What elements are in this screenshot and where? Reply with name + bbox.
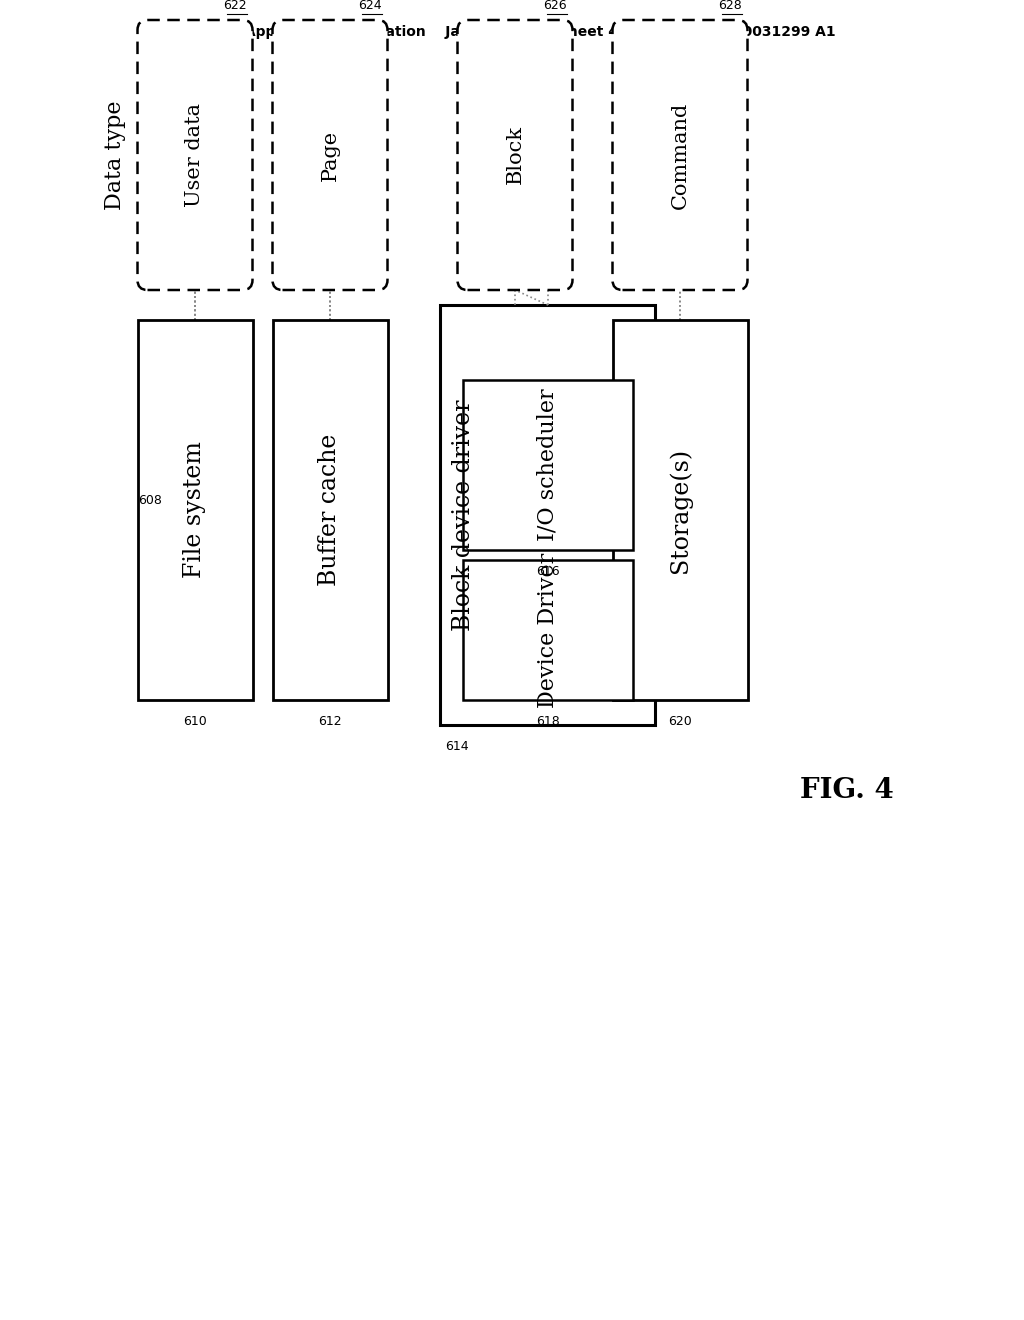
Text: 626: 626 — [543, 0, 566, 12]
Text: 620: 620 — [668, 715, 692, 729]
FancyBboxPatch shape — [272, 20, 387, 290]
Text: 618: 618 — [537, 715, 560, 729]
Text: User data: User data — [185, 103, 205, 207]
Text: Data type: Data type — [104, 100, 126, 210]
Text: 616: 616 — [537, 565, 560, 578]
Text: 608: 608 — [138, 494, 162, 507]
Text: Block: Block — [506, 125, 524, 185]
Text: 624: 624 — [357, 0, 382, 12]
Text: FIG. 4: FIG. 4 — [800, 776, 894, 804]
Bar — [612, 319, 748, 700]
FancyBboxPatch shape — [458, 20, 572, 290]
Bar — [137, 319, 253, 700]
Text: I/O scheduler: I/O scheduler — [537, 388, 559, 541]
Text: 622: 622 — [223, 0, 247, 12]
Text: Command: Command — [671, 102, 689, 209]
FancyBboxPatch shape — [137, 20, 253, 290]
Text: 610: 610 — [183, 715, 207, 729]
Bar — [463, 380, 633, 550]
Bar — [272, 319, 387, 700]
Text: Storage(s): Storage(s) — [669, 447, 692, 573]
Text: Buffer cache: Buffer cache — [318, 434, 341, 586]
Text: Device Driver: Device Driver — [537, 552, 559, 708]
Text: File system: File system — [183, 442, 207, 578]
Bar — [463, 560, 633, 700]
Text: Patent Application Publication    Jan. 31, 2013  Sheet 4 of 4    US 2013/0031299: Patent Application Publication Jan. 31, … — [188, 25, 836, 40]
Text: Block device driver: Block device driver — [453, 399, 475, 631]
Text: 614: 614 — [445, 741, 469, 752]
FancyBboxPatch shape — [612, 20, 748, 290]
Bar — [440, 305, 655, 725]
Text: Page: Page — [321, 129, 340, 181]
Text: 612: 612 — [318, 715, 342, 729]
Text: 628: 628 — [718, 0, 741, 12]
